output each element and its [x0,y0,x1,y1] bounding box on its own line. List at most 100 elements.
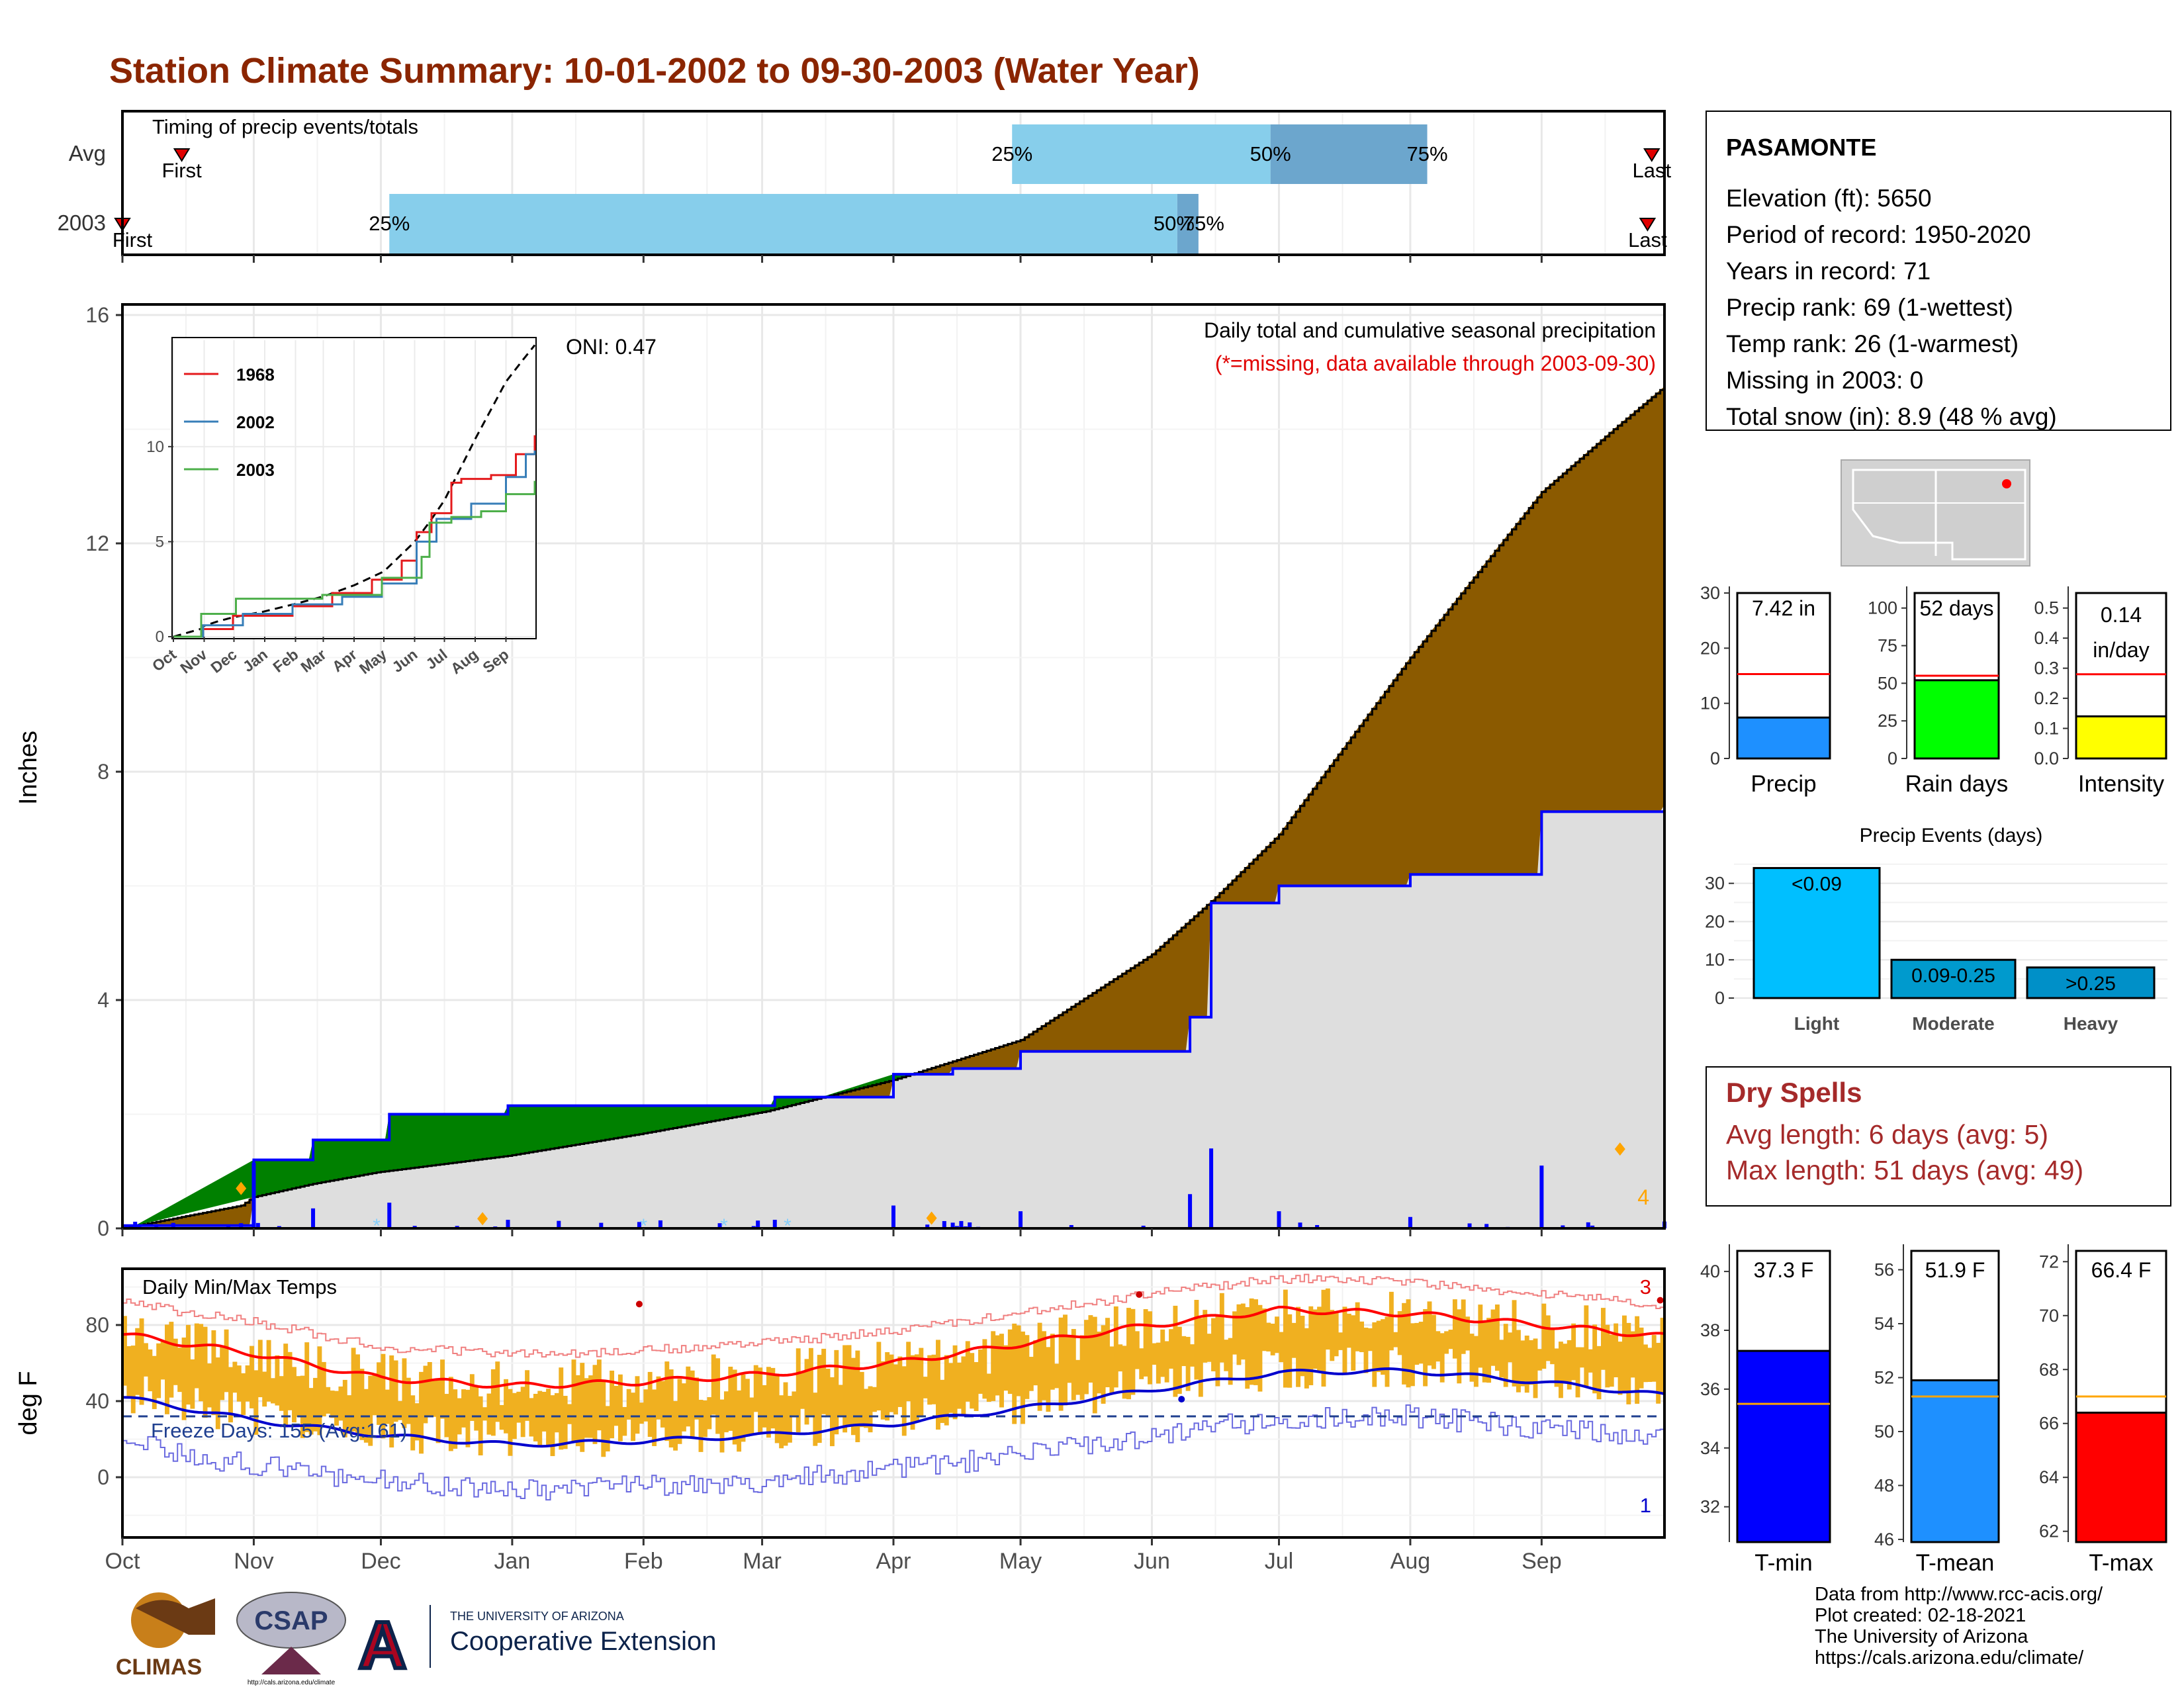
temp-record-high-marker-2 [1657,1297,1664,1304]
temp-day-bar-185 [906,1342,911,1402]
temp-day-bar-285 [1330,1310,1335,1361]
precip-daily-small-13 [942,1220,946,1228]
temp-day-bar-260 [1224,1340,1229,1371]
temp-day-bar-66 [402,1358,407,1428]
temp-day-bar-145 [737,1390,742,1452]
legend-label-2003: 2003 [236,460,275,480]
temp-day-bar-59 [372,1373,377,1416]
temp-day-bar-62 [385,1389,390,1424]
temp-count-min: 1 [1640,1494,1651,1517]
temp-day-bar-98 [537,1391,543,1446]
precip-daily-small-11 [1467,1223,1472,1228]
station-temp-rank: Temp rank: 26 (1-warmest) [1726,330,2019,357]
temp-day-bar-268 [1257,1304,1263,1392]
temp-day-bar-83 [474,1387,479,1431]
temp-day-bar-111 [592,1365,598,1444]
temp-day-bar-306 [1418,1322,1424,1364]
temp-day-bar-47 [321,1361,326,1417]
temp-day-bar-148 [749,1397,754,1434]
temp-day-bar-25 [228,1367,233,1423]
temp-day-bar-207 [999,1334,1004,1408]
temp-summary-label-2: T-max [2089,1550,2154,1576]
temp-day-bar-223 [1067,1335,1072,1383]
temp-day-bar-173 [855,1350,860,1443]
temp-day-bar-239 [1134,1331,1140,1369]
temp-day-bar-102 [554,1393,559,1433]
temp-day-bar-250 [1181,1336,1187,1367]
temp-count-max: 3 [1640,1275,1651,1299]
temp-day-bar-279 [1304,1328,1309,1389]
credit-line-3: The University of Arizona [1815,1626,2028,1647]
precip-daily-small-23 [1590,1225,1595,1228]
temp-day-bar-311 [1439,1333,1445,1383]
temp-day-bar-314 [1452,1299,1457,1359]
temp-day-bar-224 [1071,1329,1076,1400]
temp-day-bar-339 [1558,1342,1563,1398]
precip-missing-note: (*=missing, data available through 2003-… [1215,351,1656,375]
precip-daily-small-3 [1209,1225,1214,1228]
y2003-first-label: First [113,228,153,251]
precip-daily-small-25 [239,1223,244,1228]
summary-ytick-label-2-3: 0.3 [2034,659,2059,678]
temp-day-bar-269 [1261,1308,1267,1351]
temp-day-bar-352 [1614,1323,1619,1378]
precip-ytick-label-16: 16 [85,303,109,327]
events-ytick-label-30: 30 [1705,874,1725,893]
temp-day-bar-214 [1028,1357,1034,1391]
temp-summary-ytick-label-1-2: 50 [1874,1422,1894,1441]
temp-summary-bar-1 [1910,1379,2000,1543]
events-bar-heavy [2026,966,2156,999]
temp-day-bar-1 [126,1346,132,1399]
temp-summary-ytick-label-1-5: 56 [1874,1260,1894,1280]
temp-day-bar-85 [482,1407,487,1421]
temp-day-bar-270 [1266,1322,1271,1352]
station-years: Years in record: 71 [1726,257,1931,285]
temp-day-bar-202 [978,1349,983,1394]
temp-day-bar-321 [1482,1320,1487,1383]
temp-day-bar-347 [1592,1324,1598,1394]
temp-day-bar-192 [936,1340,940,1430]
precip-daily-small-6 [637,1222,641,1228]
temp-day-bar-219 [1050,1334,1055,1390]
temp-day-bar-237 [1126,1308,1131,1400]
precip-daily-small-4 [959,1220,964,1228]
temp-day-bar-236 [1122,1346,1127,1399]
temp-day-bar-78 [453,1389,458,1449]
temp-day-bar-126 [656,1376,661,1420]
events-ytick-label-20: 20 [1705,911,1725,931]
temp-day-bar-271 [1270,1323,1275,1355]
temp-day-bar-136 [698,1400,704,1452]
temp-day-bar-229 [1092,1316,1097,1414]
events-category-1: Moderate [1912,1013,1994,1034]
temp-summary-ytick-label-1-0: 46 [1874,1530,1894,1549]
temp-day-bar-318 [1469,1334,1475,1382]
temp-day-bar-281 [1312,1309,1318,1369]
temp-day-bar-134 [690,1370,695,1437]
precip-daily-bar-1 [251,1162,256,1228]
credits: Data from http://www.rcc-acis.org/ Plot … [1815,1584,2103,1668]
timing-row-label-avg: Avg [69,141,106,165]
temp-day-bar-169 [838,1385,843,1416]
temp-day-bar-142 [723,1391,729,1433]
precip-daily-bar-7 [891,1205,895,1228]
precip-daily-bar-11 [1188,1194,1193,1228]
temp-day-bar-139 [711,1354,716,1415]
temp-day-bar-184 [901,1366,907,1436]
temp-day-bar-106 [571,1359,576,1442]
climas-logo: CLIMAS [116,1592,215,1680]
temp-day-bar-220 [1054,1363,1060,1389]
temp-day-bar-261 [1228,1338,1233,1385]
avg-p25-label: 25% [991,142,1032,165]
temp-summary-ytick-label-2-1: 64 [2039,1467,2059,1487]
temp-record-high-line [122,1273,1665,1358]
temp-day-bar-361 [1651,1335,1657,1382]
temp-day-bar-245 [1160,1329,1165,1377]
temp-day-bar-215 [1033,1340,1038,1386]
temp-day-bar-299 [1388,1291,1394,1351]
month-axis: Oct Nov Dec Jan Feb Mar Apr May Jun Jul Aug Sep [105,255,1562,1574]
temp-day-bar-289 [1346,1313,1351,1348]
station-period: Period of record: 1950-2020 [1726,221,2031,248]
temp-day-bar-4 [139,1318,144,1405]
temp-day-bar-94 [520,1387,525,1438]
temp-day-bar-71 [423,1365,428,1424]
